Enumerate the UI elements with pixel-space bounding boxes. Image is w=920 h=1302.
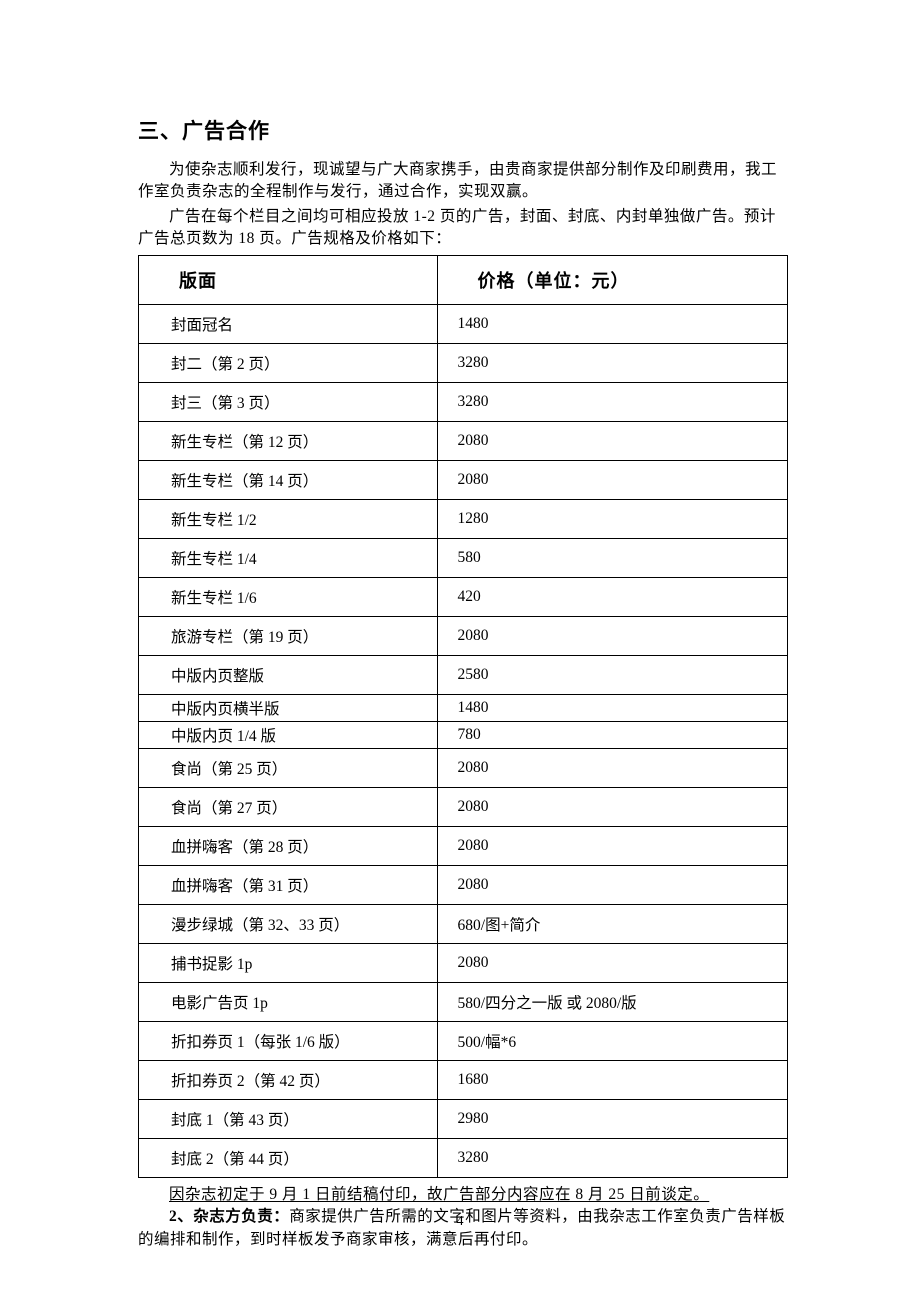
price-cell: 2080 xyxy=(437,421,787,460)
price-cell: 2080 xyxy=(437,787,787,826)
table-row: 封底 1（第 43 页）2980 xyxy=(139,1099,788,1138)
price-cell: 3280 xyxy=(437,1138,787,1177)
layout-cell: 新生专栏 1/4 xyxy=(139,538,438,577)
layout-cell: 封面冠名 xyxy=(139,304,438,343)
table-row: 旅游专栏（第 19 页）2080 xyxy=(139,616,788,655)
intro-paragraph-1: 为使杂志顺利发行，现诚望与广大商家携手，由贵商家提供部分制作及印刷费用，我工作室… xyxy=(138,159,788,204)
table-row: 新生专栏 1/21280 xyxy=(139,499,788,538)
deadline-note: 因杂志初定于 9 月 1 日前结稿付印，故广告部分内容应在 8 月 25 日前谈… xyxy=(138,1184,788,1206)
table-row: 血拼嗨客（第 31 页）2080 xyxy=(139,865,788,904)
price-cell: 2980 xyxy=(437,1099,787,1138)
layout-cell: 漫步绿城（第 32、33 页） xyxy=(139,904,438,943)
price-cell: 2080 xyxy=(437,748,787,787)
price-cell: 2080 xyxy=(437,460,787,499)
table-row: 电影广告页 1p580/四分之一版 或 2080/版 xyxy=(139,982,788,1021)
price-cell: 580/四分之一版 或 2080/版 xyxy=(437,982,787,1021)
price-cell: 3280 xyxy=(437,343,787,382)
table-row: 折扣券页 1（每张 1/6 版）500/幅*6 xyxy=(139,1021,788,1060)
page-number: 4 xyxy=(0,1214,920,1230)
layout-cell: 封三（第 3 页） xyxy=(139,382,438,421)
table-row: 食尚（第 25 页）2080 xyxy=(139,748,788,787)
pricing-table-container: 版面 价格（单位：元） 封面冠名1480封二（第 2 页）3280封三（第 3 … xyxy=(138,255,788,1178)
layout-cell: 折扣券页 1（每张 1/6 版） xyxy=(139,1021,438,1060)
price-cell: 2580 xyxy=(437,655,787,694)
layout-cell: 食尚（第 27 页） xyxy=(139,787,438,826)
table-row: 中版内页 1/4 版780 xyxy=(139,721,788,748)
pricing-table: 版面 价格（单位：元） 封面冠名1480封二（第 2 页）3280封三（第 3 … xyxy=(138,255,788,1178)
price-cell: 500/幅*6 xyxy=(437,1021,787,1060)
price-cell: 1680 xyxy=(437,1060,787,1099)
intro-paragraph-2: 广告在每个栏目之间均可相应投放 1-2 页的广告，封面、封底、内封单独做广告。预… xyxy=(138,206,788,251)
table-row: 血拼嗨客（第 28 页）2080 xyxy=(139,826,788,865)
layout-cell: 新生专栏 1/6 xyxy=(139,577,438,616)
section-heading: 三、广告合作 xyxy=(138,115,788,145)
price-cell: 420 xyxy=(437,577,787,616)
layout-cell: 新生专栏 1/2 xyxy=(139,499,438,538)
table-row: 新生专栏 1/6420 xyxy=(139,577,788,616)
layout-cell: 中版内页横半版 xyxy=(139,694,438,721)
table-row: 漫步绿城（第 32、33 页）680/图+简介 xyxy=(139,904,788,943)
table-row: 封三（第 3 页）3280 xyxy=(139,382,788,421)
price-cell: 1480 xyxy=(437,694,787,721)
layout-cell: 封底 2（第 44 页） xyxy=(139,1138,438,1177)
table-row: 食尚（第 27 页）2080 xyxy=(139,787,788,826)
layout-cell: 新生专栏（第 12 页） xyxy=(139,421,438,460)
price-cell: 2080 xyxy=(437,865,787,904)
price-cell: 2080 xyxy=(437,943,787,982)
column-header-price: 价格（单位：元） xyxy=(437,255,787,304)
price-cell: 1480 xyxy=(437,304,787,343)
layout-cell: 新生专栏（第 14 页） xyxy=(139,460,438,499)
layout-cell: 折扣券页 2（第 42 页） xyxy=(139,1060,438,1099)
table-row: 捕书捉影 1p2080 xyxy=(139,943,788,982)
layout-cell: 旅游专栏（第 19 页） xyxy=(139,616,438,655)
price-cell: 2080 xyxy=(437,616,787,655)
column-header-layout: 版面 xyxy=(139,255,438,304)
layout-cell: 血拼嗨客（第 31 页） xyxy=(139,865,438,904)
table-row: 折扣券页 2（第 42 页）1680 xyxy=(139,1060,788,1099)
deadline-text: 因杂志初定于 9 月 1 日前结稿付印，故广告部分内容应在 8 月 25 日前谈… xyxy=(169,1186,709,1203)
price-cell: 780 xyxy=(437,721,787,748)
price-cell: 1280 xyxy=(437,499,787,538)
layout-cell: 封二（第 2 页） xyxy=(139,343,438,382)
table-row: 封二（第 2 页）3280 xyxy=(139,343,788,382)
layout-cell: 电影广告页 1p xyxy=(139,982,438,1021)
table-row: 新生专栏（第 14 页）2080 xyxy=(139,460,788,499)
table-row: 新生专栏（第 12 页）2080 xyxy=(139,421,788,460)
layout-cell: 血拼嗨客（第 28 页） xyxy=(139,826,438,865)
price-cell: 3280 xyxy=(437,382,787,421)
layout-cell: 食尚（第 25 页） xyxy=(139,748,438,787)
price-cell: 580 xyxy=(437,538,787,577)
price-cell: 2080 xyxy=(437,826,787,865)
table-row: 封面冠名1480 xyxy=(139,304,788,343)
layout-cell: 封底 1（第 43 页） xyxy=(139,1099,438,1138)
layout-cell: 中版内页整版 xyxy=(139,655,438,694)
table-header-row: 版面 价格（单位：元） xyxy=(139,255,788,304)
layout-cell: 中版内页 1/4 版 xyxy=(139,721,438,748)
table-row: 中版内页横半版1480 xyxy=(139,694,788,721)
table-body: 封面冠名1480封二（第 2 页）3280封三（第 3 页）3280新生专栏（第… xyxy=(139,304,788,1177)
price-cell: 680/图+简介 xyxy=(437,904,787,943)
layout-cell: 捕书捉影 1p xyxy=(139,943,438,982)
table-row: 中版内页整版2580 xyxy=(139,655,788,694)
table-row: 新生专栏 1/4580 xyxy=(139,538,788,577)
table-row: 封底 2（第 44 页）3280 xyxy=(139,1138,788,1177)
